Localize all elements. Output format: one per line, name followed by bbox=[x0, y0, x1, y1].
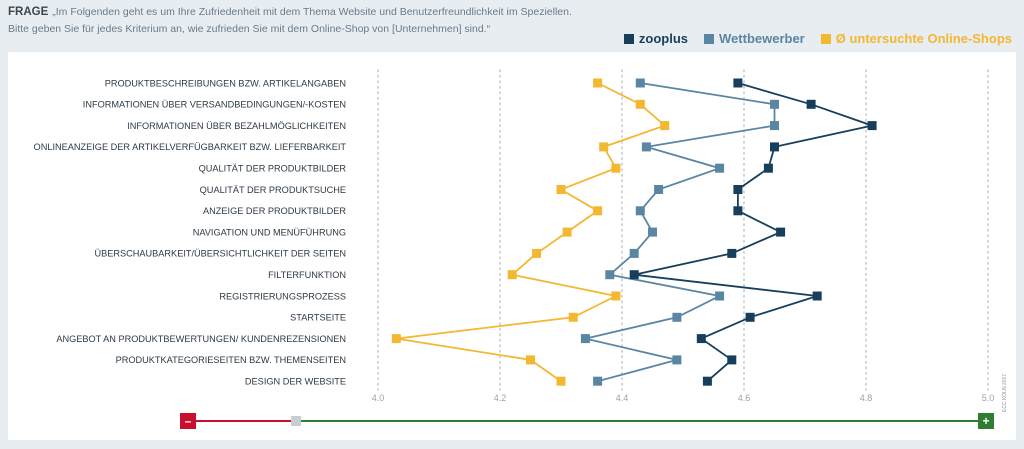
question-label: FRAGE bbox=[8, 6, 49, 18]
series-1-point-13 bbox=[672, 355, 682, 365]
legend-label-1: Wettbewerber bbox=[719, 31, 805, 46]
category-label-11: STARTSEITE bbox=[290, 313, 346, 323]
series-0-point-7 bbox=[776, 227, 786, 237]
series-2-point-3 bbox=[599, 142, 609, 152]
series-1-point-0 bbox=[635, 78, 645, 88]
question-line-1: FRAGE „Im Folgenden geht es um Ihre Zufri… bbox=[8, 6, 572, 18]
series-1-point-8 bbox=[629, 248, 639, 258]
category-label-13: PRODUKTKATEGORIESEITEN BZW. THEMENSEITEN bbox=[116, 355, 346, 365]
x-tick-label-5: 5.0 bbox=[982, 393, 995, 403]
series-2-point-8 bbox=[532, 248, 542, 258]
series-0-point-9 bbox=[629, 270, 639, 280]
legend-item-0: zooplus bbox=[623, 31, 689, 46]
series-0-point-3 bbox=[770, 142, 779, 152]
series-line-0 bbox=[634, 82, 876, 382]
category-label-12: ANGEBOT AN PRODUKTBEWERTUNGEN/ KUNDENREZ… bbox=[56, 334, 346, 344]
scale-minus-label: – bbox=[185, 414, 192, 428]
legend-swatch-0 bbox=[623, 33, 634, 44]
legend-item-1: Wettbewerber bbox=[704, 31, 805, 46]
series-1-point-6 bbox=[635, 206, 645, 216]
scale-plus-box bbox=[978, 413, 994, 429]
scale-plus-label: + bbox=[982, 414, 989, 428]
question-header: FRAGE „Im Folgenden geht es um Ihre Zufri… bbox=[8, 6, 1018, 48]
series-1-point-4 bbox=[715, 163, 725, 173]
series-0-point-1 bbox=[806, 99, 816, 109]
question-text-1: „Im Folgenden geht es um Ihre Zufriedenh… bbox=[52, 6, 572, 18]
series-2-point-11 bbox=[568, 312, 578, 322]
legend-swatch-2 bbox=[820, 33, 831, 44]
question-text-2: Bitte geben Sie für jedes Kriterium an, … bbox=[8, 23, 491, 35]
series-1-point-1 bbox=[770, 99, 779, 109]
category-label-2: INFORMATIONEN ÜBER BEZAHLMÖGLICHKEITEN bbox=[127, 121, 346, 131]
category-label-5: QUALITÄT DER PRODUKTSUCHE bbox=[200, 185, 346, 195]
series-2-point-7 bbox=[562, 227, 572, 237]
series-2-point-6 bbox=[593, 206, 603, 216]
x-tick-label-4: 4.8 bbox=[860, 393, 873, 403]
scale-minus-box bbox=[180, 413, 196, 429]
category-label-14: DESIGN DER WEBSITE bbox=[245, 377, 346, 387]
series-line-1 bbox=[585, 82, 776, 383]
series-0-point-6 bbox=[733, 206, 743, 216]
series-1-point-9 bbox=[605, 270, 615, 280]
series-1-point-7 bbox=[648, 227, 657, 237]
series-2-point-1 bbox=[635, 99, 645, 109]
series-2-point-4 bbox=[611, 163, 621, 173]
legend-swatch-1 bbox=[704, 33, 715, 44]
line-chart: 4.0 4.2 4.4 4.6 4.8 5.0 PRODUKTBESCHREIBUNGEN … bbox=[34, 69, 1008, 429]
series-0-point-12 bbox=[696, 334, 706, 344]
x-tick-label-0: 4.0 bbox=[372, 393, 385, 403]
series-line-2 bbox=[396, 82, 667, 382]
series-1-point-2 bbox=[770, 121, 779, 131]
series-0-point-4 bbox=[763, 163, 773, 173]
series-0-point-0 bbox=[733, 78, 743, 88]
legend-label-2: Ø untersuchte Online-Shops bbox=[835, 31, 1012, 46]
category-label-7: NAVIGATION UND MENÜFÜHRUNG bbox=[193, 227, 346, 237]
series-0-point-8 bbox=[727, 248, 737, 258]
series-1-point-3 bbox=[641, 142, 651, 152]
series-0-point-13 bbox=[727, 355, 737, 365]
legend-item-2: Ø untersuchte Online-Shops bbox=[820, 31, 1012, 46]
legend: zooplus Wettbewerber Ø untersuchte Online-… bbox=[623, 31, 1012, 46]
series-1-point-14 bbox=[593, 376, 603, 386]
category-label-10: REGISTRIERUNGSPROZESS bbox=[219, 291, 346, 301]
series-2-point-5 bbox=[556, 185, 566, 194]
category-label-3: ONLINEANZEIGE DER ARTIKELVERFÜGBARKEIT B… bbox=[34, 142, 347, 152]
series-2-point-0 bbox=[593, 78, 603, 88]
series-2-point-14 bbox=[556, 376, 566, 386]
scale-handle bbox=[291, 416, 301, 426]
series-1-point-11 bbox=[672, 312, 682, 322]
x-tick-label-3: 4.6 bbox=[738, 393, 751, 403]
series-1-point-5 bbox=[654, 185, 664, 194]
category-label-4: QUALITÄT DER PRODUKTBILDER bbox=[199, 164, 347, 174]
category-label-1: INFORMATIONEN ÜBER VERSANDBEDINGUNGEN/-K… bbox=[83, 100, 346, 110]
chart-panel: 4.0 4.2 4.4 4.6 4.8 5.0 PRODUKTBESCHREIBUNGEN … bbox=[8, 52, 1016, 440]
series-2-point-13 bbox=[526, 355, 535, 365]
series-2-point-12 bbox=[391, 334, 401, 344]
category-label-6: ANZEIGE DER PRODUKTBILDER bbox=[203, 206, 346, 216]
x-tick-label-1: 4.2 bbox=[494, 393, 507, 403]
series-1-point-10 bbox=[715, 291, 725, 301]
series-2-point-9 bbox=[507, 270, 517, 280]
series-0-point-11 bbox=[745, 312, 755, 322]
copyright-text: ECC KÖLN 2017 bbox=[1001, 374, 1008, 412]
legend-label-0: zooplus bbox=[638, 31, 689, 46]
series-1-point-12 bbox=[580, 334, 590, 344]
series-2-point-2 bbox=[660, 121, 670, 131]
series-0-point-5 bbox=[733, 185, 743, 194]
series-0-point-14 bbox=[702, 376, 712, 386]
series-2-point-10 bbox=[611, 291, 621, 301]
series-0-point-2 bbox=[867, 121, 877, 131]
category-label-9: FILTERFUNKTION bbox=[268, 270, 346, 280]
category-label-8: ÜBERSCHAUBARKEIT/ÜBERSICHTLICHKEIT DER S… bbox=[94, 249, 346, 259]
series-0-point-10 bbox=[812, 291, 822, 301]
category-label-0: PRODUKTBESCHREIBUNGEN BZW. ARTIKELANGABE… bbox=[105, 78, 346, 88]
x-tick-label-2: 4.4 bbox=[616, 393, 629, 403]
